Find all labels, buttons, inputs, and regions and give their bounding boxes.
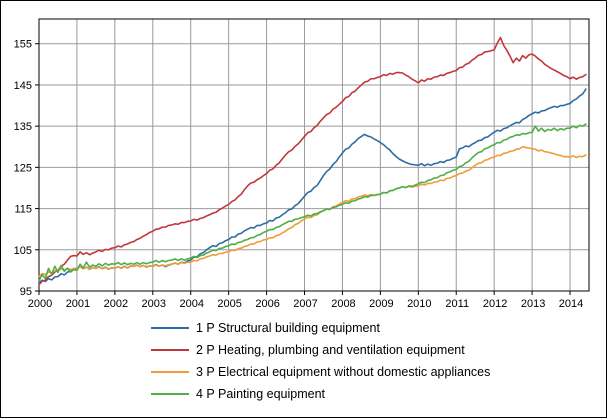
series-line-1 [38,88,587,284]
y-axis-tick-label: 155 [14,39,32,51]
x-axis-tick-label: 2010 [407,298,431,310]
legend-line-sample-orange [151,371,189,373]
y-axis-tick-label: 115 [14,204,32,216]
x-axis-tick-label: 2003 [142,298,166,310]
plot-area: 95 105 115 125 135 145 155 2000 2001 2002 2003 2004… [14,18,590,310]
y-axis-tick-label: 145 [14,80,32,92]
x-axis-tick-label: 2008 [331,298,355,310]
x-axis-tick-label: 2012 [483,298,507,310]
y-axis-tick-label: 135 [14,121,32,133]
legend-label: 1 P Structural building equipment [196,321,380,335]
legend-item-painting: 4 P Painting equipment [151,383,490,405]
y-axis-tick-label: 105 [14,245,32,257]
y-axis-tick-label: 125 [14,162,32,174]
legend-label: 2 P Heating, plumbing and ventilation eq… [196,343,465,357]
legend-label: 3 P Electrical equipment without domesti… [196,365,491,379]
x-axis-tick-label: 2011 [445,298,469,310]
legend: 1 P Structural building equipment 2 P He… [151,317,490,405]
x-axis-tick-label: 2006 [255,298,279,310]
legend-line-sample-green [151,393,189,395]
x-axis-tick-label: 2005 [217,298,241,310]
legend-item-heating: 2 P Heating, plumbing and ventilation eq… [151,339,490,361]
x-axis-tick-label: 2014 [559,298,583,310]
y-axis-tick-label: 95 [20,286,32,298]
legend-label: 4 P Painting equipment [196,387,326,401]
legend-line-sample-red [151,349,189,351]
x-axis-tick-label: 2002 [104,298,128,310]
x-axis-tick-label: 2009 [369,298,393,310]
series-line-2 [38,36,587,286]
legend-line-sample-blue [151,327,189,329]
x-axis-tick-label: 2001 [66,298,90,310]
legend-item-structural: 1 P Structural building equipment [151,317,490,339]
x-axis-tick-label: 2013 [521,298,545,310]
x-axis-tick-label: 2007 [293,298,317,310]
series-line-3 [38,145,587,278]
series-line-4 [38,123,587,282]
legend-item-electrical: 3 P Electrical equipment without domesti… [151,361,490,383]
x-axis-tick-label: 2004 [179,298,203,310]
plot-border [38,18,590,292]
x-axis-tick-label: 2000 [28,298,52,310]
